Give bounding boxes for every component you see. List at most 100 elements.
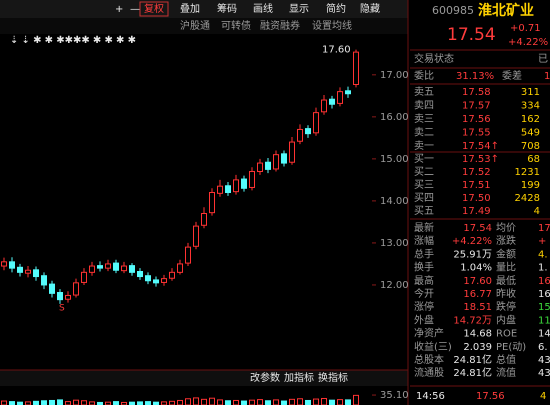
stat-label: 涨跌 (496, 234, 516, 247)
stat-value: 1.04% (460, 263, 492, 274)
stat-label: 今开 (414, 287, 434, 300)
candle-body (225, 185, 231, 193)
volume-bar (113, 401, 119, 405)
sub-button[interactable]: 设置均线 (312, 19, 352, 32)
stat-value: 14. (538, 329, 550, 340)
sub-button[interactable]: 融资融券 (260, 19, 300, 32)
stat-label: 外盘 (414, 313, 434, 326)
candle-body (353, 51, 359, 85)
change: +0.71 (510, 23, 541, 34)
toolbar-button[interactable]: + (115, 4, 123, 15)
toolbar-button[interactable]: 筹码 (217, 2, 237, 15)
candle-body (113, 262, 119, 271)
stat-value: 11.1 (538, 315, 550, 326)
volume-bar (81, 400, 87, 405)
candle-body (345, 90, 351, 95)
book-price: 17.53↑ (462, 154, 499, 165)
candle-body (265, 161, 271, 170)
volume-bar (265, 400, 271, 405)
stat-label: 总值 (496, 353, 516, 366)
volume-bar (257, 399, 263, 405)
candle-body (337, 91, 343, 104)
y-tick-label: 12.00 (380, 280, 409, 291)
candle-body (33, 269, 39, 278)
book-label: 买四 (414, 192, 434, 204)
volume-bar (289, 398, 295, 405)
book-label: 卖三 (414, 113, 434, 125)
book-price: 17.58 (462, 87, 491, 98)
y-tick-label: 13.00 (380, 238, 409, 249)
book-volume: 199 (521, 180, 540, 191)
book-volume: 68 (527, 154, 540, 165)
candle-body (153, 279, 159, 284)
subbar-bg (0, 18, 408, 34)
toolbar-button[interactable]: 画线 (253, 2, 273, 15)
stat-value: 24.81亿 (453, 366, 492, 379)
stat-label: 净资产 (414, 327, 444, 340)
active-button (139, 1, 169, 17)
stat-value: 1. (538, 263, 548, 274)
stat-label: ROE (496, 329, 517, 340)
stat-value: 17.54 (463, 223, 492, 234)
candle-body (169, 271, 175, 279)
stat-value: 16. (538, 289, 550, 300)
candle-body (105, 263, 111, 269)
stat-label: 换手 (414, 261, 434, 274)
indicator-button[interactable]: 改参数 (250, 371, 280, 384)
candle-body (289, 141, 295, 163)
book-volume: 1231 (515, 167, 540, 178)
toolbar-button[interactable]: 简约 (326, 2, 346, 15)
stat-label: 均价 (496, 222, 516, 234)
sub-button[interactable]: 可转债 (221, 19, 251, 32)
stat-label: 流通股 (414, 366, 444, 379)
stat-label: 总股本 (414, 353, 444, 366)
candle-body (273, 154, 279, 170)
toolbar-button[interactable]: 叠加 (180, 3, 200, 15)
candle-body (321, 99, 327, 113)
stat-label: 量比 (496, 262, 516, 274)
candle-body (209, 191, 215, 214)
book-volume: 334 (521, 101, 540, 112)
value: 31.13% (456, 71, 494, 82)
volume-bar (329, 399, 335, 405)
y-tick-label: 35.10 (380, 390, 409, 401)
book-price: 17.51 (462, 180, 491, 191)
toolbar-button[interactable]: 隐藏 (360, 3, 380, 15)
sub-button[interactable]: 沪股通 (180, 19, 210, 32)
book-price: 17.54↑ (462, 141, 499, 152)
candle-body (217, 185, 223, 194)
stat-value: 6. (538, 342, 548, 353)
volume-bar (297, 398, 303, 405)
candle-body (25, 269, 31, 274)
book-volume: 708 (521, 141, 540, 152)
indicator-button[interactable]: 加指标 (284, 371, 314, 384)
toolbar-button[interactable]: — (130, 4, 140, 15)
candle-body (185, 246, 191, 264)
y-tick-label: 16.00 (380, 112, 409, 123)
candle-body (281, 153, 287, 164)
toolbar-button[interactable]: 复权 (144, 2, 164, 15)
candle-body (89, 265, 95, 273)
volume-bar (353, 394, 359, 405)
marker: ⇣ ⇣ ✱ ✱ ✱✱✱✱ ✱ ✱ ✱ ✱ (10, 35, 136, 46)
book-label: 买二 (414, 166, 434, 178)
candle-body (161, 278, 167, 283)
stock-code: 600985 (432, 4, 474, 17)
candle-body (137, 271, 143, 278)
stock-name: 淮北矿业 (478, 2, 534, 19)
candle-body (241, 178, 247, 189)
stat-label: 涨停 (414, 300, 434, 313)
candle-body (9, 261, 15, 269)
indicator-button[interactable]: 换指标 (318, 371, 348, 384)
candle-body (313, 112, 319, 134)
toolbar-button[interactable]: 显示 (289, 3, 309, 15)
volume-bar (321, 397, 327, 405)
book-price: 17.50 (462, 193, 491, 204)
price: 17.54 (447, 25, 496, 45)
stat-label: 最新 (414, 221, 434, 234)
book-price: 17.52 (462, 167, 491, 178)
stat-value: 24.81亿 (453, 353, 492, 366)
candle-body (17, 266, 23, 273)
candle-body (201, 213, 207, 226)
